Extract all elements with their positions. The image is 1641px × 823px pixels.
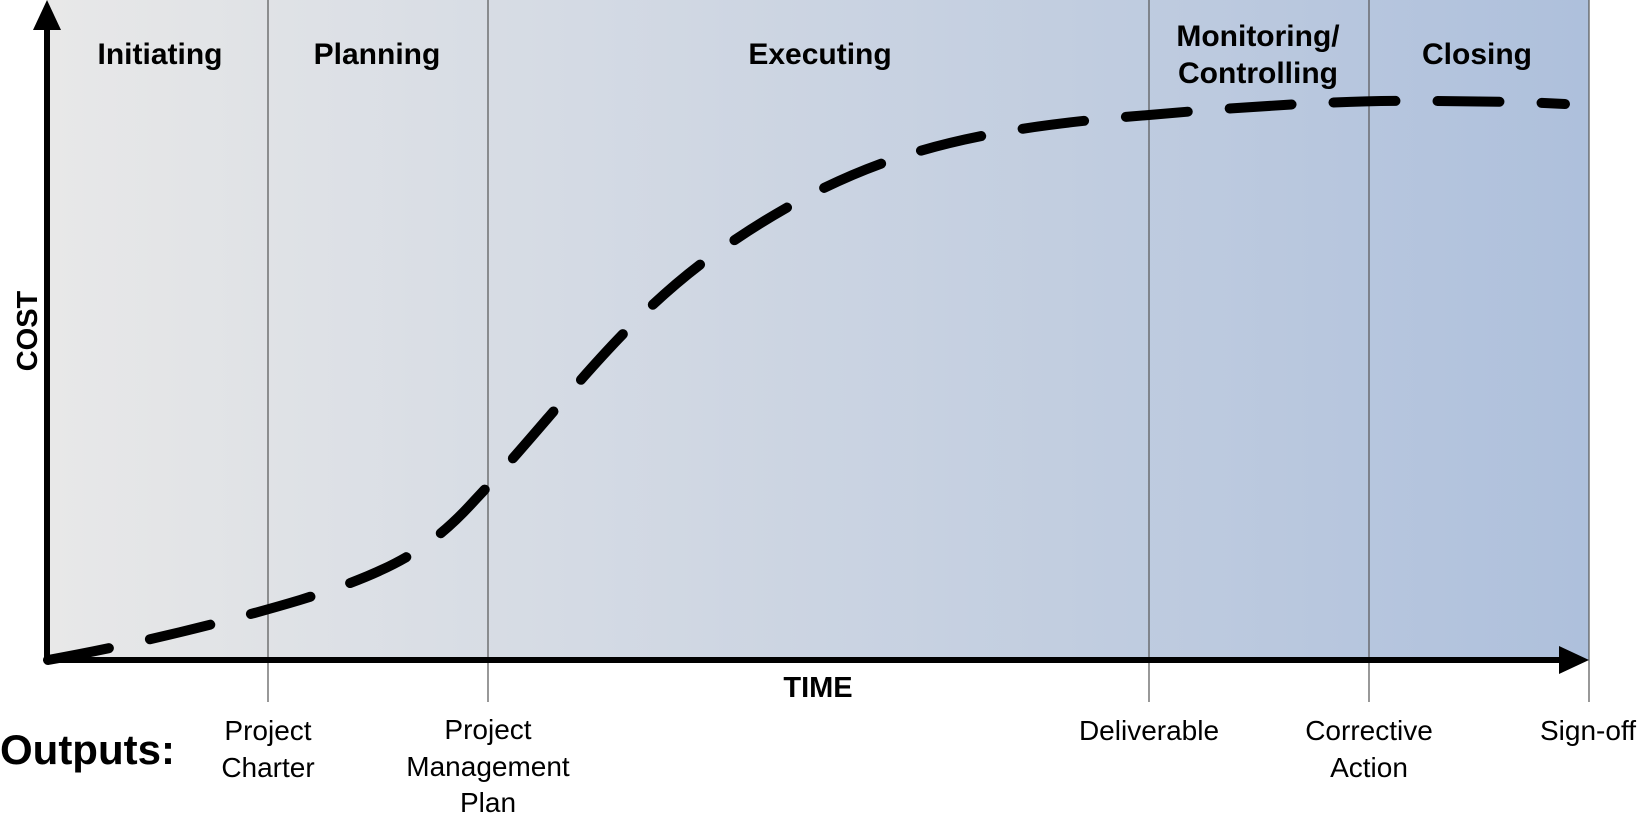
phase-monitoring-line-2: Controlling: [1178, 57, 1338, 90]
output-deliverable: Deliverable: [1079, 715, 1219, 746]
phase-monitoring-line-1: Monitoring/: [1176, 20, 1340, 53]
phase-executing: Executing: [748, 38, 891, 71]
cost-curve: [43, 95, 1570, 665]
x-axis: [44, 646, 1589, 674]
phase-closing: Closing: [1422, 38, 1532, 71]
y-axis-arrowhead: [33, 0, 61, 30]
output-corrective-line-2: Action: [1330, 752, 1408, 783]
x-axis-label: TIME: [783, 672, 852, 704]
x-axis-arrowhead: [1559, 646, 1589, 674]
phase-planning: Planning: [314, 38, 441, 71]
y-axis-label: COST: [12, 290, 44, 371]
phase-initiating: Initiating: [98, 38, 223, 71]
output-charter-line-2: Charter: [221, 752, 314, 783]
y-axis: [33, 0, 61, 660]
output-charter-line-1: Project: [224, 715, 311, 746]
output-signoff: Sign-off: [1540, 715, 1636, 746]
outputs-title: Outputs:: [0, 726, 175, 773]
output-pm-plan-line-1: Project: [444, 714, 531, 745]
diagram-background: [47, 0, 1589, 660]
output-pm-plan-line-3: Plan: [460, 787, 516, 818]
output-pm-plan-line-2: Management: [406, 751, 570, 782]
output-corrective-line-1: Corrective: [1305, 715, 1433, 746]
